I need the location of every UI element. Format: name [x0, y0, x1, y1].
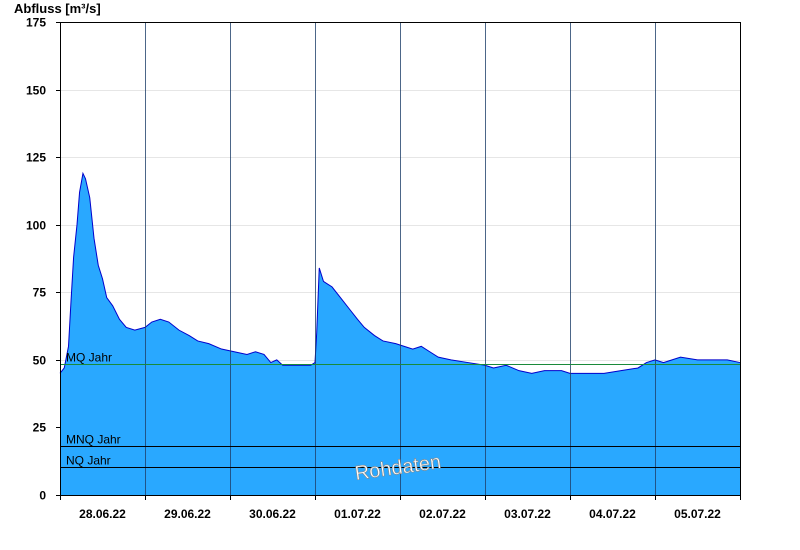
x-axis: 28.06.22 29.06.22 30.06.22 01.07.22 02.07.22…	[60, 495, 741, 521]
y-tick-label: 0	[39, 489, 46, 503]
x-tick-label: 02.07.22	[419, 507, 466, 521]
reference-lines: MQ Jahr MNQ Jahr NQ Jahr	[60, 351, 740, 468]
y-axis-label: Abfluss [m³/s]	[14, 1, 101, 16]
x-tick-label: 05.07.22	[674, 507, 721, 521]
x-tick-label: 01.07.22	[334, 507, 381, 521]
y-axis: 0 25 50 75 100 125 150 175	[26, 16, 60, 503]
x-tick-label: 29.06.22	[164, 507, 211, 521]
data-area	[59, 171, 741, 496]
y-tick-label: 50	[33, 354, 47, 368]
reference-line-label: MQ Jahr	[66, 351, 112, 365]
x-tick-label: 03.07.22	[504, 507, 551, 521]
y-tick-label: 125	[26, 151, 46, 165]
y-tick-label: 100	[26, 219, 46, 233]
discharge-line	[59, 171, 741, 374]
y-tick-label: 25	[33, 421, 47, 435]
discharge-area	[60, 173, 740, 496]
y-tick-label: 75	[33, 286, 47, 300]
x-tick-label: 30.06.22	[249, 507, 296, 521]
reference-line-label: NQ Jahr	[66, 454, 111, 468]
day-separators	[145, 22, 656, 495]
y-tick-label: 150	[26, 84, 46, 98]
x-tick-label: 28.06.22	[79, 507, 126, 521]
reference-line-label: MNQ Jahr	[66, 433, 121, 447]
y-tick-label: 175	[26, 16, 46, 30]
x-tick-label: 04.07.22	[589, 507, 636, 521]
